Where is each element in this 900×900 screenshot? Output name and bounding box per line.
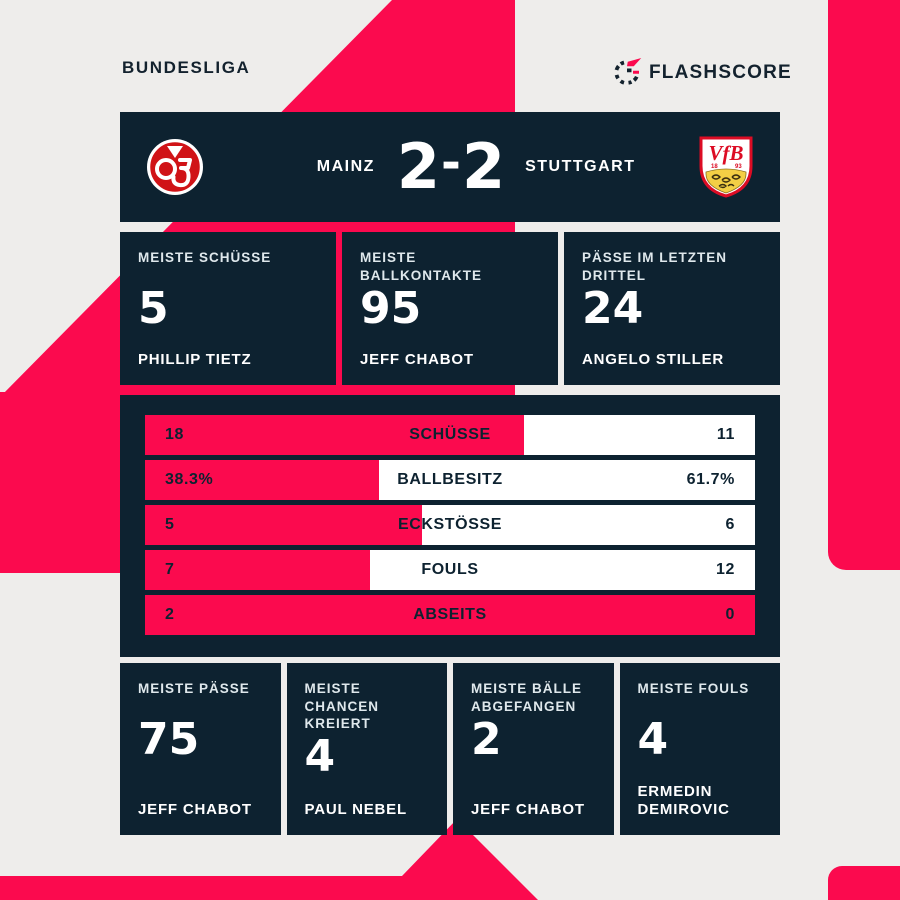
background-right-band xyxy=(828,0,900,570)
away-value: 61.7% xyxy=(686,471,735,488)
stat-bar-schuesse: 18 SCHÜSSE 11 xyxy=(145,415,755,455)
home-bar-fill xyxy=(145,595,755,635)
home-bar-fill xyxy=(145,505,423,545)
background-left-block xyxy=(0,392,120,573)
stat-card-final-third-passes: PÄSSE IM LETZTEN DRITTEL 24 ANGELO STILL… xyxy=(564,232,780,385)
away-value: 11 xyxy=(716,426,735,443)
stat-card-player: PAUL NEBEL xyxy=(304,801,407,819)
stat-label: SCHÜSSE xyxy=(409,426,491,443)
stat-card-value: 95 xyxy=(360,283,422,334)
stat-bar-abseits: 2 ABSEITS 0 xyxy=(145,595,755,635)
bottom-stats-row: MEISTE PÄSSE 75 JEFF CHABOT MEISTE CHANC… xyxy=(120,663,780,835)
stat-card-player: ANGELO STILLER xyxy=(582,351,725,369)
away-value: 0 xyxy=(725,606,735,623)
stat-card-player: JEFF CHABOT xyxy=(360,351,474,369)
stat-card-chances-created: MEISTE CHANCEN KREIERT 4 PAUL NEBEL xyxy=(286,663,447,835)
stat-label: ABSEITS xyxy=(413,606,487,623)
stat-label: FOULS xyxy=(421,561,479,578)
league-label: BUNDESLIGA xyxy=(122,58,251,77)
stat-card-label: MEISTE BALLKONTAKTE xyxy=(360,250,482,283)
home-team-name: MAINZ xyxy=(316,158,375,175)
home-value: 5 xyxy=(165,516,175,533)
scoreboard: MAINZ 2-2 STUTTGART VfB 18 93 xyxy=(120,112,780,222)
stat-card-interceptions: MEISTE BÄLLE ABGEFANGEN 2 JEFF CHABOT xyxy=(453,663,614,835)
away-team-name: STUTTGART xyxy=(525,158,636,175)
stat-card-label: MEISTE BÄLLE ABGEFANGEN xyxy=(471,681,583,714)
stat-card-most-touches: MEISTE BALLKONTAKTE 95 JEFF CHABOT xyxy=(342,232,558,385)
stuttgart-logo-icon: VfB 18 93 xyxy=(698,136,754,198)
stat-card-player: JEFF CHABOT xyxy=(471,801,585,819)
stat-card-label: MEISTE SCHÜSSE xyxy=(138,250,272,265)
stat-card-label: MEISTE CHANCEN KREIERT xyxy=(304,681,379,732)
home-value: 38.3% xyxy=(165,471,214,488)
stat-bar-eckstoesse: 5 ECKSTÖSSE 6 xyxy=(145,505,755,545)
top-stats-row: MEISTE SCHÜSSE 5 PHILLIP TIETZ MEISTE BA… xyxy=(120,232,780,385)
stat-card-value: 4 xyxy=(304,730,336,782)
stat-card-player: PHILLIP TIETZ xyxy=(138,351,252,369)
match-stats-panel: 18 SCHÜSSE 11 38.3% BALLBESITZ 61.7% 5 E… xyxy=(120,395,780,657)
stat-card-label: MEISTE PÄSSE xyxy=(138,681,250,696)
stat-bar-ballbesitz: 38.3% BALLBESITZ 61.7% xyxy=(145,460,755,500)
stat-card-label: MEISTE FOULS xyxy=(637,681,750,696)
stat-label: BALLBESITZ xyxy=(397,471,503,488)
brand-logo: FLASHSCORE xyxy=(612,58,792,88)
stat-card-value: 4 xyxy=(637,714,669,765)
stat-card-player: ERMEDIN DEMIROVIC xyxy=(637,782,730,819)
mainz-logo-icon xyxy=(146,138,206,196)
stat-label: ECKSTÖSSE xyxy=(397,516,503,533)
svg-text:VfB: VfB xyxy=(708,141,743,165)
stat-card-most-passes: MEISTE PÄSSE 75 JEFF CHABOT xyxy=(120,663,281,835)
home-bar-fill xyxy=(145,550,370,590)
away-value: 6 xyxy=(725,516,735,533)
stat-card-value: 24 xyxy=(582,283,644,334)
score-home: 2 xyxy=(396,130,440,203)
flashscore-icon xyxy=(612,58,642,88)
svg-text:18: 18 xyxy=(711,164,718,170)
score-separator: - xyxy=(441,135,461,191)
stat-card-value: 75 xyxy=(138,714,200,765)
away-value: 12 xyxy=(716,561,735,578)
background-bottom-right-block xyxy=(828,866,900,900)
stat-card-most-shots: MEISTE SCHÜSSE 5 PHILLIP TIETZ xyxy=(120,232,336,385)
home-bar-fill xyxy=(145,460,379,500)
home-value: 7 xyxy=(165,561,175,578)
svg-text:93: 93 xyxy=(735,164,742,170)
brand-name: FLASHSCORE xyxy=(649,62,792,83)
stat-card-label: PÄSSE IM LETZTEN DRITTEL xyxy=(582,250,728,283)
stat-card-value: 5 xyxy=(138,283,169,334)
stat-card-most-fouls: MEISTE FOULS 4 ERMEDIN DEMIROVIC xyxy=(619,663,780,835)
stat-card-value: 2 xyxy=(471,714,502,765)
home-value: 18 xyxy=(165,426,184,443)
score-away: 2 xyxy=(461,130,505,203)
match-score: 2-2 xyxy=(396,130,505,203)
stat-bar-fouls: 7 FOULS 12 xyxy=(145,550,755,590)
home-bar-fill xyxy=(145,415,524,455)
stat-card-player: JEFF CHABOT xyxy=(138,801,252,819)
home-value: 2 xyxy=(165,606,175,623)
